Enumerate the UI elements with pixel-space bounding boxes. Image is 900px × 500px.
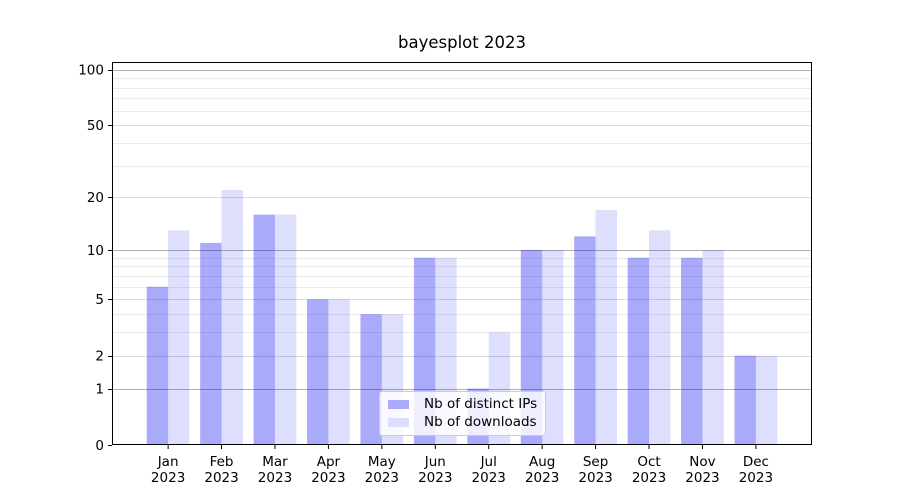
x-tick-label-year: 2023 (739, 470, 773, 486)
y-tick-label: 20 (87, 190, 104, 206)
legend-swatch-distinct-ips (388, 400, 409, 410)
bar-distinct-ips-sep (574, 236, 596, 445)
x-tick-label-month: Apr (317, 454, 341, 470)
bar-downloads-jan (168, 230, 190, 445)
x-tick-label-year: 2023 (525, 470, 559, 486)
bar-distinct-ips-mar (253, 214, 275, 445)
x-tick-label-month: Jun (424, 454, 446, 470)
bar-distinct-ips-may (360, 314, 382, 445)
chart-title: bayesplot 2023 (398, 33, 526, 52)
legend-label-downloads: Nb of downloads (424, 413, 537, 430)
bar-downloads-mar (274, 214, 297, 445)
x-tick-label-month: Oct (637, 454, 660, 470)
x-tick-label-year: 2023 (204, 470, 238, 486)
legend: Nb of distinct IPs Nb of downloads (379, 391, 546, 436)
x-tick-label-month: Feb (210, 454, 234, 470)
x-tick-label-year: 2023 (632, 470, 666, 486)
bar-distinct-ips-oct (627, 257, 650, 445)
bar-distinct-ips-jan (146, 286, 169, 445)
x-tick-label-year: 2023 (472, 470, 506, 486)
x-tick-label-month: Jan (157, 454, 179, 470)
bar-distinct-ips-apr (307, 299, 329, 445)
y-tick-label: 5 (95, 292, 104, 308)
bar-distinct-ips-feb (200, 242, 222, 445)
x-tick-label-year: 2023 (418, 470, 452, 486)
x-tick-label-month: Jul (480, 454, 497, 470)
y-tick-label: 2 (95, 348, 104, 364)
legend-item-downloads: Nb of downloads (386, 413, 539, 430)
y-tick-label: 1 (95, 381, 104, 397)
y-tick-label: 100 (78, 62, 104, 78)
x-tick-label-year: 2023 (365, 470, 399, 486)
axes-frame (112, 62, 812, 445)
bar-downloads-aug (542, 249, 564, 445)
bar-downloads-sep (595, 209, 617, 445)
x-tick-label-month: May (368, 454, 396, 470)
bar-distinct-ips-dec (734, 355, 756, 445)
bar-distinct-ips-nov (681, 257, 703, 445)
bar-downloads-dec (755, 355, 778, 445)
x-tick-label-month: Nov (689, 454, 715, 470)
x-tick-label-year: 2023 (151, 470, 185, 486)
x-tick-label-year: 2023 (258, 470, 292, 486)
x-tick-label-month: Sep (583, 454, 608, 470)
legend-label-distinct-ips: Nb of distinct IPs (424, 396, 538, 412)
x-tick-label-month: Mar (262, 454, 288, 470)
x-tick-label-month: Dec (743, 454, 769, 470)
y-tick-label: 10 (87, 243, 104, 259)
x-tick-label-year: 2023 (311, 470, 345, 486)
x-tick-label-year: 2023 (578, 470, 612, 486)
legend-item-distinct-ips: Nb of distinct IPs (386, 396, 539, 412)
y-tick-label: 0 (95, 438, 104, 454)
bar-downloads-feb (221, 190, 243, 445)
legend-swatch-downloads (388, 417, 409, 427)
x-tick-label-year: 2023 (685, 470, 719, 486)
bar-downloads-oct (649, 230, 671, 445)
bar-downloads-apr (328, 299, 350, 445)
bar-downloads-nov (702, 249, 724, 445)
x-tick-label-month: Aug (529, 454, 555, 470)
y-tick-label: 50 (87, 118, 104, 134)
